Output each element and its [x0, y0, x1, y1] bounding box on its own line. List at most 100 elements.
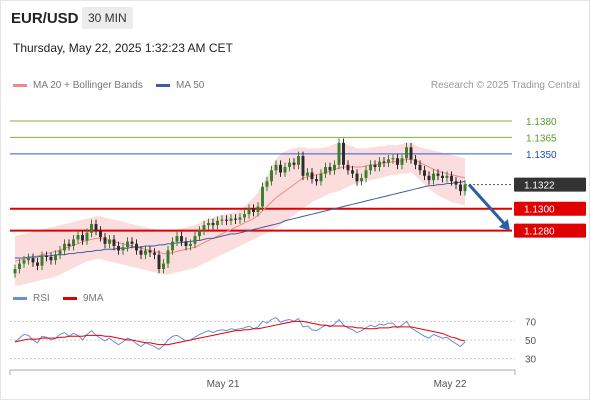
candle [135, 243, 138, 251]
candle [144, 250, 147, 255]
time-tick-label: May 22 [434, 379, 467, 390]
level-label-current: 1.1322 [524, 181, 555, 192]
candle [175, 236, 179, 242]
ma50-line [15, 180, 466, 259]
candle [81, 235, 84, 241]
level-tag-support: 1.1300 [514, 201, 586, 216]
candle [22, 260, 26, 264]
candle [441, 175, 444, 178]
candle [36, 262, 39, 266]
candle [117, 245, 120, 251]
candle [225, 219, 228, 221]
forecast-arrow-shaft [467, 183, 508, 227]
candle [342, 142, 345, 165]
rsi-ma-swatch [63, 296, 77, 300]
legend-ma50: MA 50 [156, 80, 204, 91]
candle [148, 250, 152, 253]
candle [54, 254, 57, 261]
candle [243, 214, 246, 218]
candle [391, 158, 395, 160]
candle [378, 161, 381, 168]
candle [360, 177, 363, 182]
candle [445, 175, 449, 178]
candle [31, 258, 35, 263]
candle [355, 173, 359, 182]
rsi-swatch [13, 296, 27, 300]
legend-rsi-ma: 9MA [63, 293, 104, 304]
candle [346, 164, 350, 171]
level-label-support: 1.1300 [524, 205, 555, 216]
candle [454, 181, 458, 185]
ma50-swatch [156, 83, 170, 87]
candle [207, 222, 210, 226]
candle [288, 162, 291, 168]
rsi-tick-label: 70 [525, 317, 537, 328]
candle [405, 147, 408, 159]
candle [126, 241, 129, 248]
candle [103, 237, 107, 244]
level-tag-support: 1.1280 [514, 223, 586, 238]
candle [45, 255, 48, 257]
candle [283, 167, 287, 173]
candle [432, 173, 435, 181]
candle [202, 225, 206, 231]
candle [112, 239, 116, 246]
candle [265, 181, 269, 187]
candle [369, 164, 372, 171]
candle [436, 173, 440, 176]
candle [49, 256, 53, 261]
candle [18, 263, 21, 270]
candle [27, 258, 30, 261]
candle [387, 159, 390, 163]
candle [274, 164, 278, 171]
candle [153, 252, 156, 255]
candle [414, 159, 417, 165]
candle [234, 218, 237, 220]
candle [463, 184, 467, 192]
candle [324, 167, 327, 174]
symbol-title: EUR/USD [11, 10, 79, 27]
candle [121, 247, 125, 251]
level-label-resistance: 1.1365 [526, 133, 557, 144]
timestamp: Thursday, May 22, 2025 1:32:23 AM CET [13, 41, 233, 55]
candle [180, 236, 183, 242]
candle [396, 158, 399, 165]
candle [189, 243, 192, 246]
candle [373, 164, 377, 168]
candle [328, 167, 332, 171]
candle [306, 172, 309, 176]
candle [67, 243, 71, 246]
candle [423, 170, 426, 176]
candle [193, 236, 197, 244]
candle [315, 179, 318, 182]
candle [333, 164, 336, 171]
candle [72, 239, 75, 246]
candle [459, 184, 462, 192]
candle [94, 224, 98, 231]
forecast-arrow-head [498, 219, 510, 231]
candle [279, 164, 282, 173]
candle [409, 147, 413, 160]
candle [292, 162, 296, 165]
candle [247, 208, 251, 215]
candle [427, 175, 431, 181]
candle [76, 235, 80, 240]
level-label-support: 1.1280 [524, 227, 555, 238]
interval-badge[interactable]: 30 MIN [82, 7, 133, 29]
candle [256, 206, 260, 212]
legend-rsi-ma-label: 9MA [83, 293, 104, 304]
candle [220, 219, 224, 221]
candle [99, 230, 102, 238]
candle [130, 241, 134, 244]
candle [297, 156, 300, 165]
rsi-tick-label: 30 [525, 355, 537, 366]
candle [418, 164, 422, 171]
candle [400, 158, 404, 165]
candle [198, 230, 201, 237]
level-tag-bg [514, 177, 586, 192]
candle [337, 142, 341, 165]
credit-text: Research © 2025 Trading Central [430, 80, 580, 91]
rsi-line [14, 317, 466, 350]
candle [166, 250, 170, 264]
level-label-pivot: 1.1350 [526, 150, 557, 161]
